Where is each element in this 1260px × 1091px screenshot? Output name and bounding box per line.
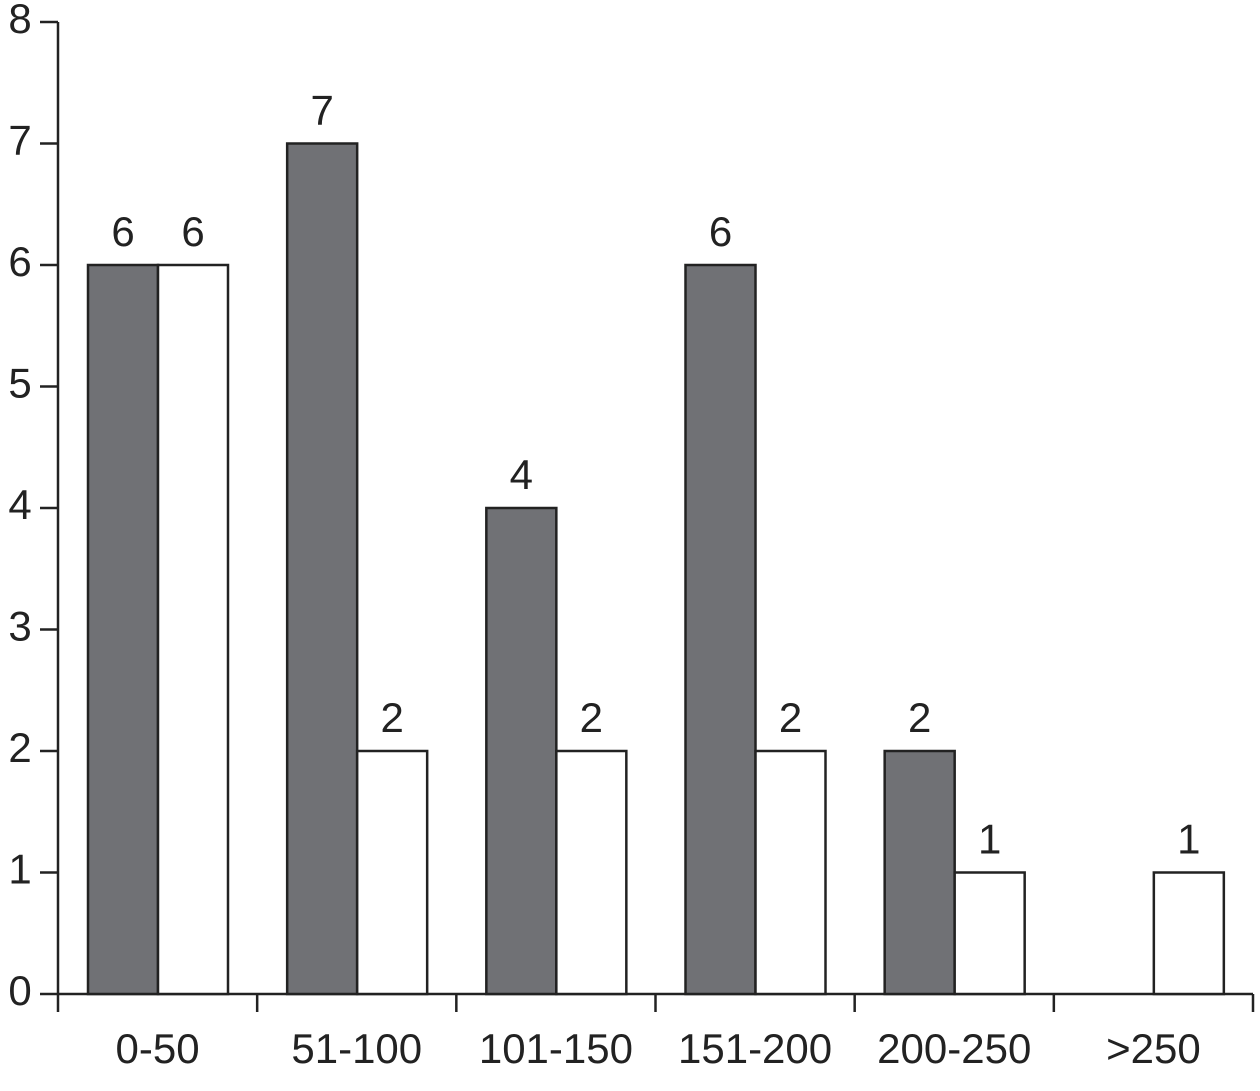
data-label: 2 (908, 694, 931, 741)
data-label: 1 (978, 816, 1001, 863)
data-label: 6 (709, 208, 732, 255)
y-tick-label: 6 (8, 238, 31, 285)
x-tick-label: 51-100 (291, 1025, 422, 1072)
y-tick-label: 0 (8, 967, 31, 1014)
y-tick-label: 3 (8, 603, 31, 650)
x-tick-label: 0-50 (116, 1025, 200, 1072)
bar (953, 871, 1026, 996)
data-label: 6 (181, 208, 204, 255)
data-label: 2 (380, 694, 403, 741)
y-tick-label: 2 (8, 724, 31, 771)
y-tick-label: 8 (8, 0, 31, 42)
data-label: 1 (1177, 816, 1200, 863)
bar (285, 142, 359, 996)
bar (883, 749, 956, 996)
data-label: 6 (111, 208, 134, 255)
data-label: 7 (310, 87, 333, 134)
bar (684, 263, 757, 996)
bar (485, 506, 558, 996)
bar (555, 749, 628, 996)
data-label: 2 (580, 694, 603, 741)
data-label: 4 (510, 451, 533, 498)
bar (355, 749, 429, 996)
y-tick-label: 5 (8, 360, 31, 407)
data-label: 2 (779, 694, 802, 741)
x-tick-label: >250 (1106, 1025, 1201, 1072)
bar (156, 263, 230, 996)
bar (86, 263, 160, 996)
x-tick-label: 151-200 (678, 1025, 832, 1072)
y-tick-label: 4 (8, 481, 31, 528)
y-tick-label: 1 (8, 846, 31, 893)
bar (754, 749, 827, 996)
x-tick-label: 200-250 (877, 1025, 1031, 1072)
bar (1152, 871, 1226, 996)
x-tick-label: 101-150 (479, 1025, 633, 1072)
y-tick-label: 7 (8, 117, 31, 164)
